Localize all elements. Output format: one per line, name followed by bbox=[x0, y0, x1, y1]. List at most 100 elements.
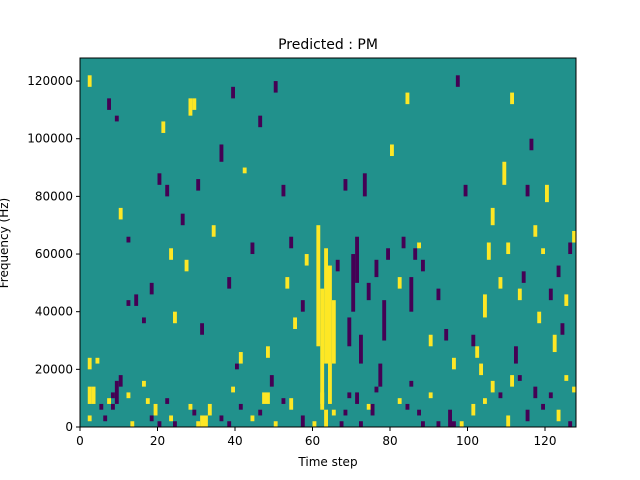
heatmap-cell bbox=[366, 282, 371, 301]
heatmap-cell bbox=[552, 334, 557, 353]
heatmap-cell bbox=[114, 380, 119, 404]
heatmap-cell bbox=[250, 242, 255, 255]
heatmap-cell bbox=[231, 386, 235, 393]
heatmap-cell bbox=[359, 334, 363, 364]
heatmap-cell bbox=[281, 398, 286, 404]
heatmap-cell bbox=[87, 386, 92, 404]
heatmap-cell bbox=[134, 294, 139, 306]
heatmap-cell bbox=[219, 144, 224, 162]
heatmap-cell bbox=[506, 242, 511, 255]
heatmap-cell bbox=[428, 392, 433, 399]
heatmap-cell bbox=[192, 409, 197, 416]
x-tick-label: 20 bbox=[150, 434, 165, 448]
heatmap-cell bbox=[428, 334, 433, 347]
y-tick-label: 120000 bbox=[27, 74, 73, 88]
heatmap-cell bbox=[444, 328, 449, 341]
heatmap-cell bbox=[188, 403, 193, 410]
heatmap-cell bbox=[107, 398, 111, 404]
heatmap-cell bbox=[521, 271, 526, 283]
heatmap-cell bbox=[250, 415, 255, 422]
y-tick-label: 100000 bbox=[27, 132, 73, 146]
heatmap-cell bbox=[483, 398, 487, 404]
heatmap-cell bbox=[347, 392, 352, 399]
heatmap-cell bbox=[382, 300, 387, 341]
heatmap-cell bbox=[285, 277, 290, 289]
heatmap-cell bbox=[258, 115, 263, 128]
heatmap-cell bbox=[188, 98, 193, 116]
heatmap-cell bbox=[409, 277, 414, 312]
heatmap-cell bbox=[266, 392, 270, 404]
heatmap-cell bbox=[219, 415, 224, 422]
heatmap-cell bbox=[207, 403, 212, 416]
heatmap-cell bbox=[238, 352, 243, 364]
heatmap-cell bbox=[87, 415, 92, 422]
heatmap-cell bbox=[153, 403, 158, 416]
heatmap-cell bbox=[103, 415, 108, 422]
heatmap-cell bbox=[312, 421, 317, 427]
heatmap-cell bbox=[335, 259, 340, 272]
y-tick-label: 60000 bbox=[35, 247, 73, 261]
heatmap-cell bbox=[173, 421, 177, 427]
heatmap-cell bbox=[118, 375, 123, 387]
heatmap-cell bbox=[258, 409, 263, 416]
heatmap-cell bbox=[273, 421, 278, 427]
heatmap-cell bbox=[362, 173, 367, 197]
heatmap-cell bbox=[87, 357, 92, 370]
heatmap-cell bbox=[556, 409, 561, 422]
y-tick-label: 40000 bbox=[35, 305, 73, 319]
heatmap-cell bbox=[157, 173, 162, 185]
plot-area bbox=[79, 57, 577, 428]
y-tick-label: 80000 bbox=[35, 189, 73, 203]
y-axis: 0 20000 40000 60000 80000 100000 120000 bbox=[27, 74, 80, 434]
heatmap-cell bbox=[537, 311, 542, 324]
x-tick-label: 100 bbox=[456, 434, 479, 448]
heatmap-cell bbox=[95, 357, 100, 364]
heatmap-cell bbox=[390, 144, 394, 157]
heatmap-cell bbox=[533, 225, 538, 237]
heatmap-cell bbox=[405, 403, 410, 410]
heatmap-cell bbox=[200, 323, 204, 335]
heatmap-cell bbox=[463, 184, 468, 197]
heatmap-cell bbox=[149, 415, 154, 422]
heatmap-cell bbox=[421, 259, 425, 272]
heatmap-cell bbox=[452, 357, 456, 370]
heatmap-cell bbox=[331, 300, 336, 364]
heatmap-cell bbox=[479, 363, 483, 376]
heatmap-cell bbox=[378, 363, 383, 387]
heatmap-cell bbox=[572, 230, 576, 243]
x-tick-label: 0 bbox=[76, 434, 84, 448]
y-tick-label: 20000 bbox=[35, 362, 73, 376]
heatmap-cell bbox=[273, 81, 278, 93]
heatmap-cell bbox=[157, 421, 162, 427]
heatmap-cell bbox=[126, 300, 131, 306]
heatmap-cell bbox=[405, 92, 410, 105]
heatmap-cell bbox=[483, 294, 487, 318]
heatmap-cell bbox=[498, 392, 503, 399]
heatmap-cell bbox=[165, 398, 170, 404]
heatmap-cell bbox=[374, 259, 379, 278]
heatmap-cell bbox=[370, 403, 375, 416]
heatmap-cell bbox=[126, 236, 131, 243]
heatmap-cell bbox=[300, 300, 305, 312]
heatmap-cell bbox=[475, 346, 480, 358]
heatmap-cell bbox=[355, 236, 359, 283]
heatmap-cell bbox=[281, 184, 286, 197]
x-tick-label: 40 bbox=[227, 434, 242, 448]
x-tick-label: 120 bbox=[534, 434, 557, 448]
x-axis: 0 20 40 60 80 100 120 bbox=[76, 427, 556, 448]
heatmap-cell bbox=[510, 375, 514, 387]
heatmap-cell bbox=[169, 415, 173, 422]
heatmap-cell bbox=[529, 138, 534, 151]
x-tick-label: 60 bbox=[305, 434, 320, 448]
heatmap-cell bbox=[421, 421, 425, 427]
heatmap-cell bbox=[111, 403, 115, 410]
heatmap-cell bbox=[204, 415, 208, 427]
heatmap-cell bbox=[200, 415, 204, 427]
heatmap-cell bbox=[417, 409, 421, 416]
heatmap-cell bbox=[126, 392, 131, 399]
heatmap-cell bbox=[242, 167, 247, 174]
heatmap-cell bbox=[471, 403, 476, 416]
heatmap-cell bbox=[180, 213, 185, 226]
heatmap-cell bbox=[545, 184, 549, 203]
